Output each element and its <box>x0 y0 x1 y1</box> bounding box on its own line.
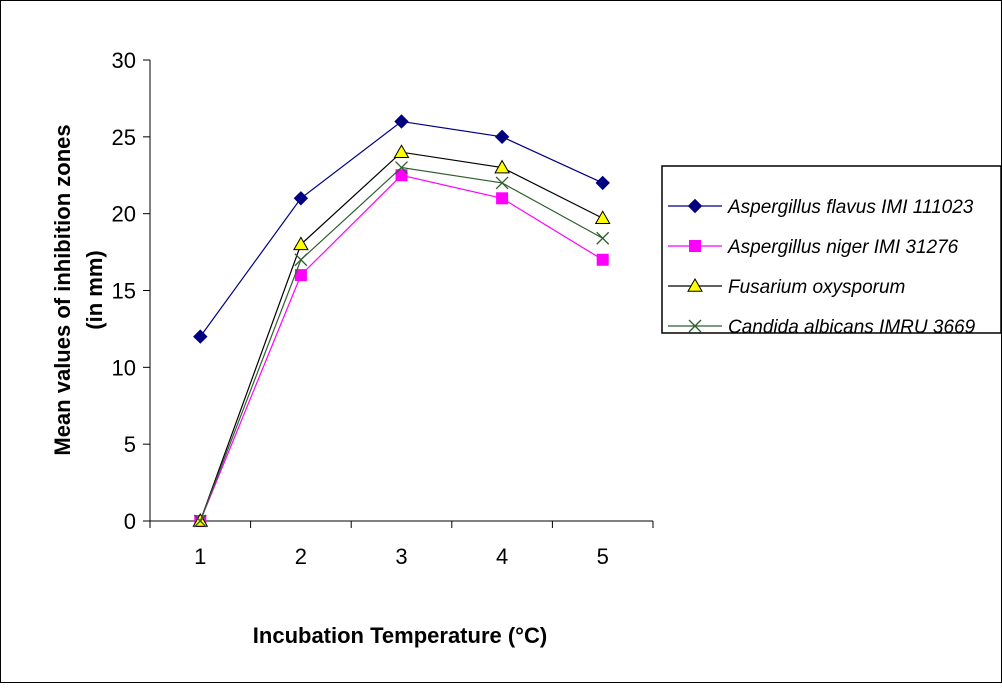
x-marker-stroke <box>395 161 408 175</box>
y-tick-label: 10 <box>112 355 136 380</box>
y-tick-label: 15 <box>112 279 136 304</box>
legend-label: Fusarium oxysporum <box>728 277 905 298</box>
data-point <box>395 169 408 182</box>
series-1 <box>193 114 610 344</box>
x-marker-stroke <box>596 231 610 245</box>
y-tick-label: 0 <box>124 509 136 534</box>
data-point <box>193 514 207 528</box>
x-marker-stroke <box>294 253 308 267</box>
data-point <box>393 144 410 158</box>
y-tick-label: 5 <box>124 432 136 457</box>
x-marker-stroke <box>688 319 702 333</box>
legend-label: Aspergillus niger IMI 31276 <box>727 237 959 258</box>
legend-item: Fusarium oxysporum <box>668 277 905 298</box>
data-point <box>394 114 409 129</box>
legend-marker <box>687 198 703 214</box>
data-point <box>496 192 509 205</box>
legend-label: Aspergillus flavus IMI 111023 <box>727 197 974 218</box>
x-tick-label: 3 <box>395 544 407 569</box>
legend-marker <box>687 277 703 292</box>
data-point <box>596 253 609 266</box>
x-tick-label: 1 <box>194 544 206 569</box>
data-point <box>293 191 309 206</box>
x-marker-stroke <box>193 514 207 528</box>
legend-marker <box>688 319 702 333</box>
x-tick-label: 4 <box>496 544 508 569</box>
data-point <box>294 253 308 267</box>
data-point <box>395 161 408 175</box>
y-tick-label: 25 <box>112 125 136 150</box>
legend-item: Aspergillus niger IMI 31276 <box>668 237 959 258</box>
data-point <box>594 210 611 225</box>
legend-marker <box>689 240 701 252</box>
legend-item: Candida albicans IMRU 3669 <box>668 317 976 338</box>
x-marker-stroke <box>495 176 509 190</box>
data-point <box>494 129 510 145</box>
x-tick-label: 2 <box>295 544 307 569</box>
x-tick-label: 5 <box>597 544 609 569</box>
data-point <box>293 236 309 251</box>
y-axis-title-unit: (in mm) <box>82 250 107 329</box>
data-point <box>494 159 510 174</box>
data-point <box>495 176 509 190</box>
x-axis-title: Incubation Temperature (°C) <box>253 623 547 648</box>
data-point <box>596 231 610 245</box>
series-4 <box>193 161 610 528</box>
legend-label: Candida albicans IMRU 3669 <box>728 317 976 338</box>
legend-item: Aspergillus flavus IMI 111023 <box>668 197 974 218</box>
y-axis-title: Mean values of inhibition zones <box>50 124 75 455</box>
legend-box <box>661 165 1002 334</box>
series-3 <box>192 144 611 527</box>
data-point <box>193 329 208 344</box>
y-tick-label: 20 <box>112 202 136 227</box>
y-tick-label: 30 <box>112 48 136 73</box>
data-point <box>595 175 610 191</box>
